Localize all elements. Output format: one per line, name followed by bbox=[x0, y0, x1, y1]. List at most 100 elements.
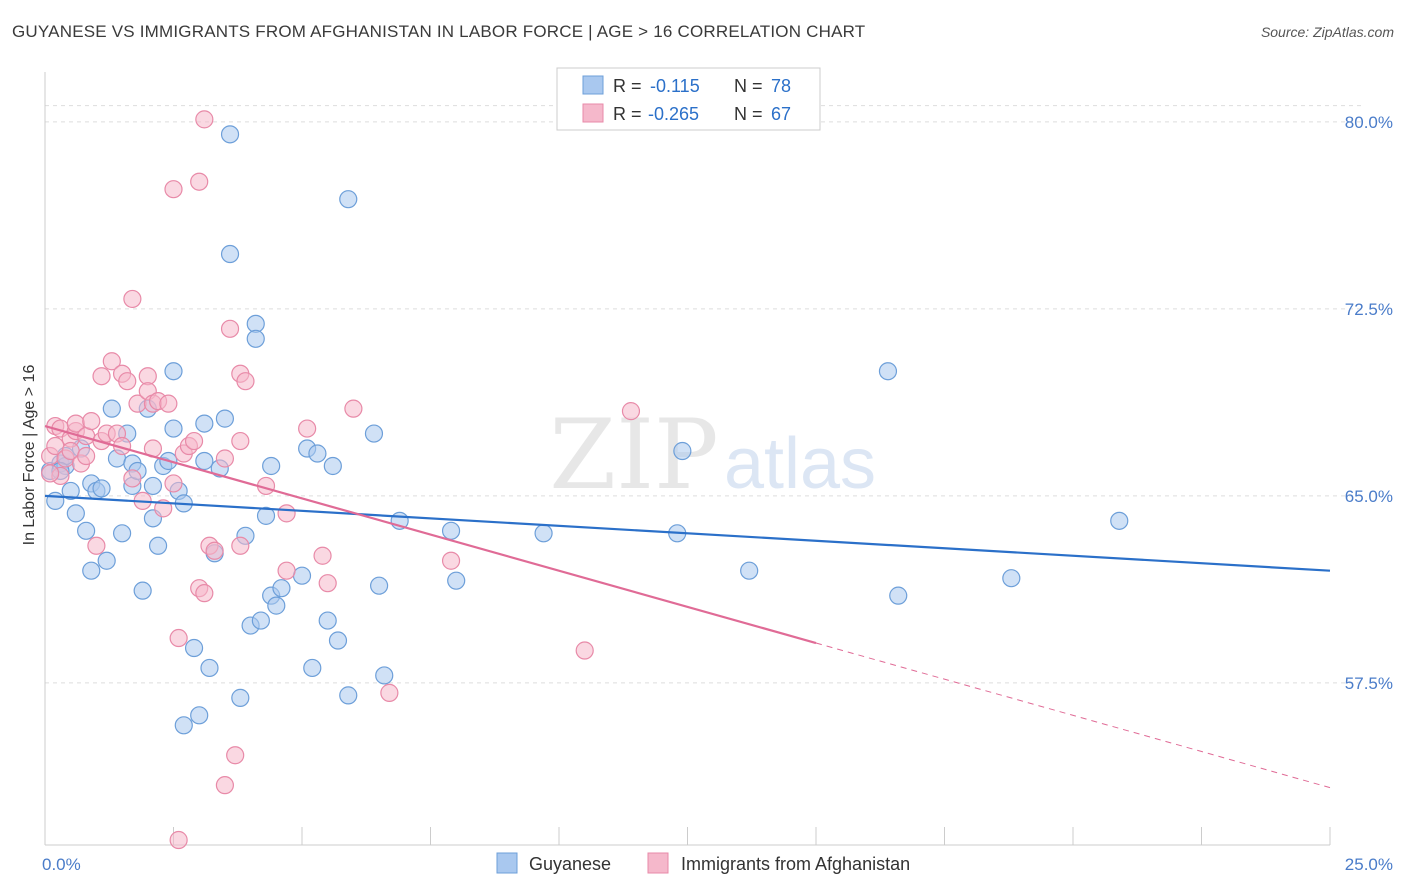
legend-bottom-swatch-blue bbox=[496, 852, 518, 874]
legend-swatch-blue bbox=[582, 75, 604, 95]
legend-r-label-blue: R = bbox=[613, 76, 642, 96]
y-tick-label-2: 65.0% bbox=[1345, 487, 1393, 506]
afghanistan-point-36 bbox=[169, 628, 188, 648]
guyanese-point-65 bbox=[375, 666, 394, 685]
watermark: ZIP atlas bbox=[549, 399, 876, 511]
guyanese-point-62 bbox=[339, 190, 358, 209]
afghanistan-trend-line-dashed bbox=[815, 642, 1331, 789]
afghanistan-point-23 bbox=[123, 289, 142, 309]
guyanese-point-16 bbox=[112, 524, 132, 543]
afghanistan-point-37 bbox=[169, 830, 188, 850]
guyanese-point-47 bbox=[246, 329, 265, 348]
afghanistan-point-56 bbox=[277, 504, 296, 523]
guyanese-point-8 bbox=[77, 521, 96, 540]
afghanistan-point-44 bbox=[195, 110, 214, 129]
guyanese-point-60 bbox=[328, 631, 348, 650]
guyanese-point-43 bbox=[231, 688, 250, 707]
afghanistan-point-64 bbox=[575, 641, 594, 660]
afghanistan-points bbox=[41, 110, 641, 850]
afghanistan-point-42 bbox=[190, 172, 209, 191]
grid-lines bbox=[45, 105, 1365, 684]
afghanistan-point-47 bbox=[215, 776, 234, 795]
afghanistan-point-48 bbox=[215, 449, 234, 468]
guyanese-point-75 bbox=[1002, 569, 1021, 588]
tick-labels: 80.0% 72.5% 65.0% 57.5% 0.0% 25.0% bbox=[42, 113, 1393, 874]
guyanese-point-64 bbox=[370, 576, 389, 595]
legend-r-value-pink: -0.265 bbox=[648, 104, 699, 124]
legend-top: R = -0.115 N = 78 R = -0.265 N = 67 bbox=[556, 67, 821, 131]
guyanese-point-49 bbox=[256, 506, 276, 525]
guyanese-point-5 bbox=[61, 481, 80, 501]
guyanese-point-53 bbox=[272, 579, 291, 598]
guyanese-point-73 bbox=[878, 362, 898, 381]
guyanese-point-50 bbox=[262, 456, 281, 476]
guyanese-point-67 bbox=[441, 521, 461, 540]
guyanese-point-23 bbox=[143, 476, 163, 496]
afghanistan-point-57 bbox=[277, 561, 296, 580]
guyanese-point-1 bbox=[46, 491, 65, 510]
guyanese-point-56 bbox=[303, 658, 322, 678]
guyanese-point-12 bbox=[92, 479, 111, 498]
afghanistan-point-49 bbox=[220, 319, 240, 338]
guyanese-point-61 bbox=[339, 686, 358, 705]
afghanistan-point-14 bbox=[87, 536, 106, 555]
afghanistan-point-12 bbox=[77, 446, 96, 466]
guyanese-point-71 bbox=[673, 441, 692, 461]
y-tick-label-3: 57.5% bbox=[1345, 674, 1393, 693]
legend-swatch-pink bbox=[582, 103, 604, 123]
legend-r-label-pink: R = bbox=[613, 104, 642, 124]
afghanistan-point-60 bbox=[318, 574, 337, 593]
afghanistan-trend-line bbox=[44, 425, 817, 645]
afghanistan-point-59 bbox=[313, 546, 332, 565]
guyanese-point-36 bbox=[195, 414, 214, 433]
chart-title: GUYANESE VS IMMIGRANTS FROM AFGHANISTAN … bbox=[12, 22, 866, 41]
guyanese-point-52 bbox=[267, 596, 286, 615]
guyanese-point-69 bbox=[534, 524, 553, 543]
guyanese-point-28 bbox=[164, 419, 183, 438]
guyanese-point-74 bbox=[889, 586, 908, 605]
afghanistan-point-35 bbox=[164, 474, 183, 493]
trend-lines bbox=[44, 425, 1331, 789]
guyanese-point-37 bbox=[200, 658, 219, 678]
legend-bottom-label-guyanese: Guyanese bbox=[529, 854, 611, 874]
x-tick-label-0: 0.0% bbox=[42, 855, 81, 874]
guyanese-point-42 bbox=[220, 244, 240, 264]
afghanistan-point-13 bbox=[82, 411, 101, 431]
guyanese-point-59 bbox=[323, 456, 342, 476]
guyanese-point-34 bbox=[190, 706, 209, 725]
guyanese-point-68 bbox=[447, 571, 466, 590]
chart-source: Source: ZipAtlas.com bbox=[1260, 24, 1394, 40]
y-tick-label-0: 80.0% bbox=[1345, 113, 1393, 132]
guyanese-point-41 bbox=[220, 125, 240, 144]
y-tick-label-1: 72.5% bbox=[1345, 300, 1393, 319]
guyanese-point-14 bbox=[102, 399, 121, 418]
afghanistan-point-46 bbox=[205, 541, 224, 560]
legend-n-value-pink: 67 bbox=[771, 104, 791, 124]
guyanese-point-6 bbox=[66, 504, 85, 523]
afghanistan-point-33 bbox=[159, 394, 178, 413]
afghanistan-point-50 bbox=[226, 746, 245, 765]
guyanese-point-40 bbox=[215, 409, 234, 428]
afghanistan-point-54 bbox=[236, 372, 255, 391]
guyanese-point-35 bbox=[195, 451, 214, 471]
y-axis-label: In Labor Force | Age > 16 bbox=[21, 365, 38, 546]
afghanistan-point-65 bbox=[621, 402, 641, 421]
legend-bottom-swatch-pink bbox=[647, 852, 669, 874]
afghanistan-point-24 bbox=[123, 469, 142, 488]
afghanistan-point-22 bbox=[118, 372, 137, 391]
guyanese-point-29 bbox=[164, 362, 183, 381]
afghanistan-point-62 bbox=[380, 683, 399, 702]
legend-n-label-pink: N = bbox=[734, 104, 763, 124]
watermark-atlas: atlas bbox=[724, 424, 876, 504]
afghanistan-point-34 bbox=[164, 180, 183, 199]
legend-r-value-blue: -0.115 bbox=[650, 76, 700, 96]
afghanistan-point-58 bbox=[298, 419, 317, 438]
guyanese-point-48 bbox=[251, 611, 270, 630]
guyanese-point-10 bbox=[82, 561, 101, 580]
guyanese-point-54 bbox=[292, 566, 312, 585]
guyanese-point-58 bbox=[318, 611, 337, 630]
afghanistan-point-61 bbox=[344, 399, 363, 418]
guyanese-trend-line bbox=[44, 494, 1331, 572]
guyanese-point-33 bbox=[184, 638, 204, 658]
